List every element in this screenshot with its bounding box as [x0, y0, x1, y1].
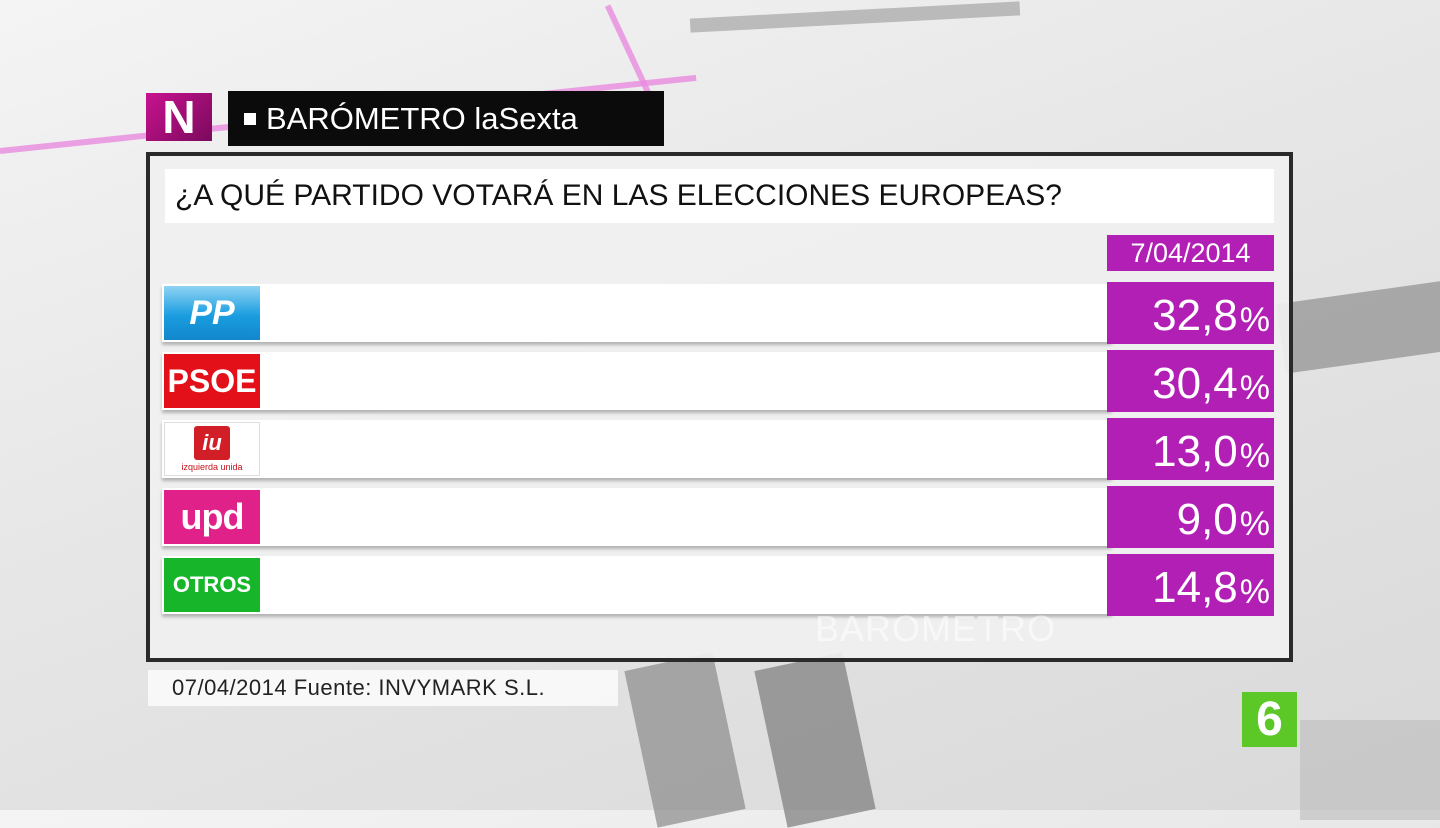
- noticias-logo-letter: N: [162, 91, 196, 143]
- column-date-header: 7/04/2014: [1107, 235, 1274, 271]
- barometro-watermark: BARÓMETRO: [815, 608, 1057, 649]
- party-row-pp: PP 32,8%: [162, 282, 1274, 344]
- otros-percentage: 14,8%: [1107, 554, 1274, 616]
- iu-mark-icon: iu: [194, 426, 230, 460]
- row-bar: [162, 284, 1112, 342]
- upyd-percentage: 9,0%: [1107, 486, 1274, 548]
- party-row-otros: OTROS 14,8%: [162, 554, 1274, 616]
- barometro-title-box: BARÓMETRO laSexta: [228, 91, 664, 146]
- party-row-iu: iu izquierda unida 13,0%: [162, 418, 1274, 480]
- background-decoration: [1300, 720, 1440, 820]
- poll-card: ¿A QUÉ PARTIDO VOTARÁ EN LAS ELECCIONES …: [146, 152, 1293, 662]
- iu-percentage: 13,0%: [1107, 418, 1274, 480]
- upyd-logo: upd: [164, 490, 260, 544]
- otros-logo: OTROS: [164, 558, 260, 612]
- psoe-percentage: 30,4%: [1107, 350, 1274, 412]
- party-row-psoe: PSOE 30,4%: [162, 350, 1274, 412]
- row-bar: [162, 420, 1112, 478]
- background-decoration: [1276, 276, 1440, 374]
- psoe-logo: PSOE: [164, 354, 260, 408]
- noticias-logo: N: [146, 93, 212, 141]
- poll-question: ¿A QUÉ PARTIDO VOTARÁ EN LAS ELECCIONES …: [165, 169, 1274, 223]
- barometro-title: BARÓMETRO laSexta: [266, 100, 578, 136]
- iu-logo: iu izquierda unida: [164, 422, 260, 476]
- pp-logo: PP: [164, 286, 260, 340]
- source-caption: 07/04/2014 Fuente: INVYMARK S.L.: [148, 670, 618, 706]
- party-row-upyd: upd 9,0%: [162, 486, 1274, 548]
- square-bullet-icon: [244, 112, 256, 125]
- background-decoration: [754, 652, 876, 828]
- background-decoration: [624, 652, 746, 828]
- lasexta-logo: 6: [1242, 692, 1297, 747]
- row-bar: [162, 556, 1112, 614]
- pp-percentage: 32,8%: [1107, 282, 1274, 344]
- background-decoration: [689, 1, 1021, 33]
- row-bar: [162, 488, 1112, 546]
- row-bar: [162, 352, 1112, 410]
